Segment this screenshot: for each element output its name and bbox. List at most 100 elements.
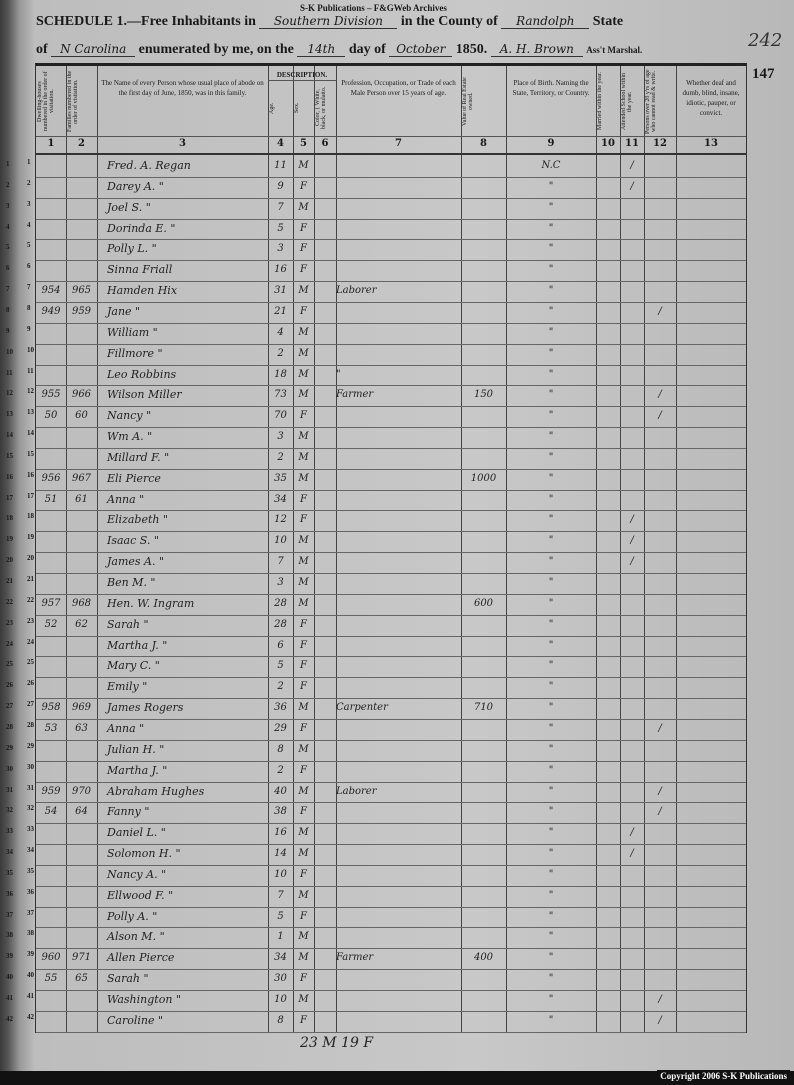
cell-occupation [336,490,461,510]
cell-name: Sarah " [107,617,149,631]
cell-school [620,802,644,822]
column-divider [268,66,269,1033]
line-number-inner: 25 [27,658,34,667]
cell-occupation [336,427,461,447]
cell-value: 710 [473,702,494,714]
cell-occupation [336,156,461,176]
cell-illiterate [644,761,676,781]
cell-occupation [336,302,461,322]
line-number-inner: 26 [27,679,34,688]
cell-family [66,552,97,572]
cell-school [620,281,644,301]
cell-occupation [336,510,461,530]
county-label: in the County of [400,14,498,29]
cell-birth: " [548,639,554,651]
cell-family: 970 [71,785,92,797]
cell-dwelling: 50 [44,410,58,422]
cell-age: 34 [274,952,287,964]
cell-illiterate: / [658,305,662,317]
cell-sex: F [300,180,307,192]
line-number: 16 [6,472,13,481]
line-number: 17 [6,493,13,502]
cell-family [66,886,97,906]
cell-age: 12 [274,514,287,526]
cell-value [461,927,506,947]
row-line [36,760,746,762]
cell-sex: M [298,347,309,359]
cell-sex: M [298,472,309,484]
column-header-13: Whether deaf and dumb, blind, insane, id… [682,79,740,117]
cell-family: 64 [75,806,88,818]
row-line [36,864,746,866]
line-number-inner: 30 [27,762,34,771]
line-number: 9 [6,326,10,335]
cell-name: Fillmore " [107,346,163,360]
cell-birth: " [548,243,554,255]
cell-age: 7 [277,889,284,901]
cell-family [66,844,97,864]
cell-sex: F [300,222,307,234]
cell-family [66,344,97,364]
cell-occupation [336,406,461,426]
line-number-inner: 6 [27,262,31,271]
column-divider [66,66,67,1033]
cell-occupation [336,823,461,843]
row-line [36,906,746,908]
row-line [36,698,746,700]
column-number: 12 [653,138,667,149]
cell-illiterate [644,886,676,906]
line-number: 3 [6,201,10,210]
cell-value [461,1011,506,1031]
cell-birth: " [548,556,554,568]
row-line [36,1010,746,1012]
cell-name: Elizabeth " [107,513,169,527]
cell-school [620,344,644,364]
state-field: N Carolina [51,42,136,57]
cell-family [66,365,97,385]
cell-family [66,531,97,551]
row-line [36,489,746,491]
cell-age: 16 [274,264,287,276]
cell-occupation: Carpenter [336,702,388,714]
row-line [36,531,746,533]
cell-sex: M [298,431,309,443]
column-header-10: Married within the year. [597,72,603,131]
cell-school: / [630,827,634,839]
cell-birth: " [548,431,554,443]
cell-sex: M [298,597,309,609]
line-number: 38 [6,931,13,940]
cell-name: Joel S. " [107,200,151,214]
line-number-inner: 39 [27,950,34,959]
cell-value [461,969,506,989]
page-number: 147 [752,66,775,82]
cell-family [66,177,97,197]
cell-dwelling [36,907,66,927]
cell-birth: " [548,889,554,901]
cell-illiterate [644,490,676,510]
cell-name: Daniel L. " [107,826,166,840]
cell-school: / [630,848,634,860]
cell-birth: " [548,514,554,526]
line-number: 39 [6,952,13,961]
column-header-6: Color, { White, black, or mulatto. [315,86,327,130]
line-number-inner: 20 [27,554,34,563]
cell-dwelling: 954 [41,285,61,297]
column-header-1: Dwelling-houses numbered in the order of… [37,71,55,132]
cell-occupation [336,907,461,927]
cell-occupation [336,573,461,593]
cell-illiterate [644,677,676,697]
row-line [36,260,746,262]
column-divider [293,66,294,1033]
cell-school [620,636,644,656]
row-line [36,593,746,595]
column-number: 10 [601,138,615,149]
line-number: 35 [6,868,13,877]
cell-occupation [336,594,461,614]
cell-illiterate [644,239,676,259]
column-divider [644,66,645,1033]
cell-dwelling [36,761,66,781]
column-divider [314,66,315,1033]
line-number-inner: 42 [27,1012,34,1021]
row-line [36,385,746,387]
cell-sex: M [298,848,309,860]
